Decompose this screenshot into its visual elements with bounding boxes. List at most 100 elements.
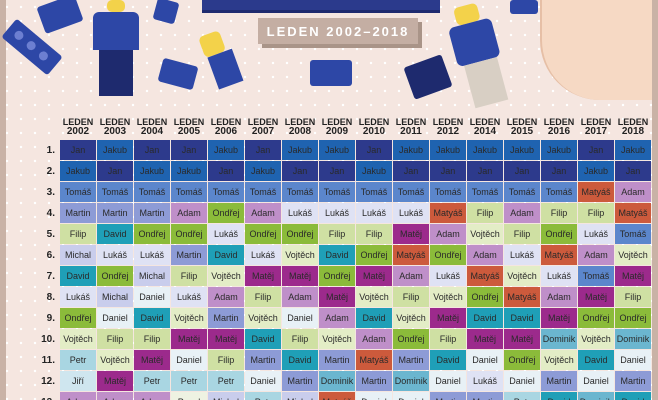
name-cell: Matyáš bbox=[319, 392, 355, 400]
name-cell: Jakub bbox=[541, 140, 577, 160]
column-header-year: 2010 bbox=[362, 126, 386, 137]
name-cell: Jakub bbox=[171, 161, 207, 181]
name-cell: Michal bbox=[208, 392, 244, 400]
name-cell: Jan bbox=[467, 161, 503, 181]
name-cell: Daniel bbox=[171, 350, 207, 370]
column-header-2010: LEDEN 2010 bbox=[356, 117, 392, 139]
name-cell: Lukáš bbox=[541, 266, 577, 286]
name-cell: Martin bbox=[208, 308, 244, 328]
name-cell: Jakub bbox=[615, 140, 651, 160]
table-row: 8. Lukáš Michal Daniel Lukáš Adam Filip Adam Mat… bbox=[23, 287, 651, 307]
name-cell: Filip bbox=[97, 329, 133, 349]
lego-brick-illustration bbox=[36, 0, 84, 34]
column-header-2006: LEDEN 2006 bbox=[208, 117, 244, 139]
name-cell: Jakub bbox=[60, 161, 96, 181]
column-header-label: LEDEN bbox=[99, 117, 131, 127]
name-cell: Lukáš bbox=[393, 203, 429, 223]
column-header-2015: LEDEN 2015 bbox=[504, 117, 540, 139]
name-cell: Vojtěch bbox=[615, 245, 651, 265]
name-cell: Ondřej bbox=[578, 308, 614, 328]
name-cell: Ondřej bbox=[245, 224, 281, 244]
name-cell: Jan bbox=[134, 140, 170, 160]
name-cell: Daniel bbox=[97, 308, 133, 328]
name-cell: Martin bbox=[97, 203, 133, 223]
column-header-year: 2005 bbox=[177, 126, 201, 137]
column-header-year: 2011 bbox=[400, 126, 422, 137]
name-cell: David bbox=[60, 266, 96, 286]
name-cell: Ondřej bbox=[319, 266, 355, 286]
name-cell: Lukáš bbox=[319, 203, 355, 223]
name-cell: Filip bbox=[578, 203, 614, 223]
name-cell: Filip bbox=[615, 287, 651, 307]
name-cell: Matěj bbox=[97, 371, 133, 391]
name-cell: Petr bbox=[60, 350, 96, 370]
name-cell: Jan bbox=[208, 161, 244, 181]
name-cell: Martin bbox=[282, 371, 318, 391]
name-cell: Jakub bbox=[319, 140, 355, 160]
name-cell: Jakub bbox=[282, 140, 318, 160]
column-header-label: LEDEN bbox=[469, 117, 501, 127]
rank-number: 3. bbox=[46, 186, 55, 198]
column-header-label: LEDEN bbox=[543, 117, 575, 127]
name-cell: Jakub bbox=[208, 140, 244, 160]
name-cell: Adam bbox=[578, 245, 614, 265]
name-cell: Lukáš bbox=[356, 203, 392, 223]
table-row: 2. Jakub Jan Jakub Jakub Jan Jakub Jan Jan Jakub J… bbox=[23, 161, 651, 181]
name-cell: Dominik bbox=[541, 329, 577, 349]
names-ranking-table: LEDEN 2002 LEDEN 2003 LEDEN 2004 LEDEN 2005 LEDE… bbox=[22, 116, 652, 400]
name-cell: Ondřej bbox=[615, 308, 651, 328]
name-cell: Lukáš bbox=[134, 245, 170, 265]
table-body: 1. Jan Jakub Jan Jan Jakub Jan Jakub Jakub Jan Jak… bbox=[23, 140, 651, 400]
table-row: 6. Michal Lukáš Lukáš Martin David Lukáš Vojtěc… bbox=[23, 245, 651, 265]
name-cell: Lukáš bbox=[578, 224, 614, 244]
name-cell: Martin bbox=[467, 392, 503, 400]
name-cell: David bbox=[467, 308, 503, 328]
name-cell: Adam bbox=[134, 392, 170, 400]
name-cell: Martin bbox=[615, 371, 651, 391]
name-cell: Adam bbox=[60, 392, 96, 400]
column-header-year: 2017 bbox=[584, 126, 608, 137]
column-header-year: 2008 bbox=[288, 126, 312, 137]
name-cell: Martin bbox=[430, 392, 466, 400]
column-header-2014: LEDEN 2014 bbox=[467, 117, 503, 139]
name-cell: Daniel bbox=[467, 350, 503, 370]
column-header-year: 2018 bbox=[621, 126, 645, 137]
column-header-2017: LEDEN 2017 bbox=[578, 117, 614, 139]
name-cell: David bbox=[541, 392, 577, 400]
column-header-year: 2016 bbox=[547, 126, 571, 137]
name-cell: Ondřej bbox=[282, 224, 318, 244]
name-cell: Matyáš bbox=[467, 266, 503, 286]
name-cell: Dominik bbox=[393, 371, 429, 391]
column-header-2009: LEDEN 2009 bbox=[319, 117, 355, 139]
column-header-label: LEDEN bbox=[173, 117, 205, 127]
name-cell: Matyáš bbox=[504, 287, 540, 307]
name-cell: Filip bbox=[393, 287, 429, 307]
name-cell: Ondřej bbox=[171, 224, 207, 244]
name-cell: Matyáš bbox=[578, 182, 614, 202]
name-cell: Filip bbox=[319, 224, 355, 244]
table-row: 4. Martin Martin Martin Adam Ondřej Adam Lukáš L… bbox=[23, 203, 651, 223]
table-row: 9. Ondřej Daniel David Vojtěch Martin Vojtěch D… bbox=[23, 308, 651, 328]
name-cell: Petr bbox=[134, 371, 170, 391]
rank-number: 10. bbox=[41, 333, 55, 345]
rank-number: 1. bbox=[46, 144, 55, 156]
name-cell: Adam bbox=[393, 266, 429, 286]
name-cell: Dominik bbox=[319, 371, 355, 391]
name-cell: Jan bbox=[578, 140, 614, 160]
table-row: 1. Jan Jakub Jan Jan Jakub Jan Jakub Jakub Jan Jak… bbox=[23, 140, 651, 160]
name-cell: Jan bbox=[60, 140, 96, 160]
name-cell: Filip bbox=[171, 266, 207, 286]
rank-number: 2. bbox=[46, 165, 55, 177]
name-cell: Lukáš bbox=[245, 245, 281, 265]
name-cell: Ondřej bbox=[97, 266, 133, 286]
name-cell: Martin bbox=[356, 371, 392, 391]
name-cell: Jan bbox=[541, 161, 577, 181]
name-cell: Ondřej bbox=[541, 224, 577, 244]
name-cell: Daniel bbox=[393, 392, 429, 400]
name-cell: Martin bbox=[60, 203, 96, 223]
name-cell: Jan bbox=[356, 140, 392, 160]
name-cell: Michal bbox=[97, 287, 133, 307]
column-header-label: LEDEN bbox=[358, 117, 390, 127]
name-cell: Lukáš bbox=[97, 245, 133, 265]
rank-number: 4. bbox=[46, 207, 55, 219]
